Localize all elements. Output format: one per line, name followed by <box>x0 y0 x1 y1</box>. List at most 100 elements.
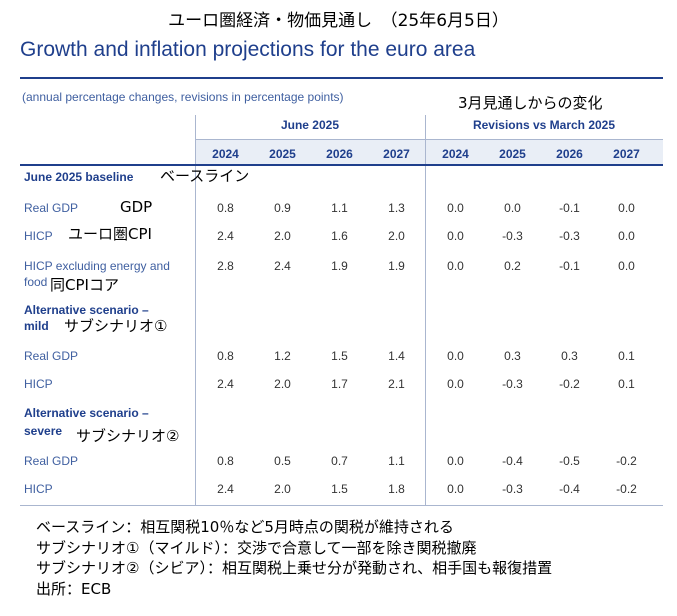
cell-june: 2.0 <box>388 229 405 243</box>
table-bottom-rule <box>20 505 663 506</box>
note-severe: サブシナリオ②（シビア）：相互関税上乗せ分が発動され、相手国も報復措置 <box>36 559 553 577</box>
revisions-group-header: Revisions vs March 2025 <box>472 118 616 132</box>
row-label: HICP <box>24 229 53 243</box>
row-label-jp: GDP <box>120 198 153 216</box>
group-header-rule <box>195 139 663 140</box>
table-row: Real GDP GDP 0.8 0.9 1.1 1.3 0.0 0.0 -0.… <box>0 198 677 216</box>
cell-june: 1.9 <box>331 259 348 273</box>
cell-revision: 0.2 <box>504 259 521 273</box>
cell-june: 0.9 <box>274 201 291 215</box>
year-header: 2027 <box>613 147 640 161</box>
june-group-header: June 2025 <box>280 118 340 132</box>
cell-june: 1.1 <box>331 201 348 215</box>
row-label: Real GDP <box>24 349 79 363</box>
section-title: Alternative scenario – <box>24 406 149 420</box>
section-title: June 2025 baseline <box>24 170 134 184</box>
cell-june: 2.4 <box>274 259 291 273</box>
cell-june: 2.1 <box>388 377 405 391</box>
cell-revision: 0.0 <box>447 482 464 496</box>
cell-june: 1.2 <box>274 349 291 363</box>
row-label: HICP excluding energy and <box>24 259 170 273</box>
cell-june: 1.7 <box>331 377 348 391</box>
cell-revision: -0.1 <box>559 201 580 215</box>
table-row: Real GDP 0.8 1.2 1.5 1.4 0.0 0.3 0.3 0.1 <box>0 348 677 364</box>
year-header: 2027 <box>383 147 410 161</box>
cell-june: 2.4 <box>217 482 234 496</box>
cell-revision: 0.1 <box>618 349 635 363</box>
cell-revision: -0.2 <box>616 482 637 496</box>
cell-revision: -0.5 <box>559 454 580 468</box>
cell-revision: -0.3 <box>559 229 580 243</box>
cell-revision: 0.0 <box>447 377 464 391</box>
cell-june: 2.0 <box>274 229 291 243</box>
row-label-jp: 同CPIコア <box>50 276 119 294</box>
cell-revision: 0.0 <box>447 259 464 273</box>
year-header: 2024 <box>212 147 239 161</box>
cell-revision: -0.1 <box>559 259 580 273</box>
table-row: Real GDP 0.8 0.5 0.7 1.1 0.0 -0.4 -0.5 -… <box>0 453 677 469</box>
cell-june: 2.8 <box>217 259 234 273</box>
year-header: 2026 <box>556 147 583 161</box>
year-header: 2025 <box>499 147 526 161</box>
cell-revision: 0.0 <box>447 349 464 363</box>
row-label: Real GDP <box>24 454 79 468</box>
cell-june: 0.7 <box>331 454 348 468</box>
cell-revision: 0.0 <box>618 229 635 243</box>
cell-revision: 0.0 <box>618 201 635 215</box>
revision-column-divider <box>425 115 426 505</box>
cell-revision: -0.3 <box>502 482 523 496</box>
section-title-jp: ベースライン <box>160 167 250 185</box>
year-header-band <box>195 140 663 164</box>
table-row: HICP excluding energy and 2.8 2.4 1.9 1.… <box>0 258 677 274</box>
note-source: 出所：ECB <box>36 579 112 598</box>
table-row: HICP 2.4 2.0 1.7 2.1 0.0 -0.3 -0.2 0.1 <box>0 376 677 392</box>
cell-revision: -0.4 <box>559 482 580 496</box>
year-header: 2024 <box>442 147 469 161</box>
section-title-continued: severe <box>24 424 63 438</box>
cell-june: 0.8 <box>217 454 234 468</box>
cell-revision: -0.2 <box>616 454 637 468</box>
section-title: Alternative scenario – <box>24 303 149 317</box>
cell-june: 1.4 <box>388 349 405 363</box>
cell-revision: -0.3 <box>502 229 523 243</box>
cell-june: 2.0 <box>274 377 291 391</box>
cell-june: 1.8 <box>388 482 405 496</box>
section-title-jp: サブシナリオ② <box>76 427 180 445</box>
cell-june: 1.5 <box>331 482 348 496</box>
cell-revision: 0.3 <box>504 349 521 363</box>
cell-june: 1.6 <box>331 229 348 243</box>
cell-revision: 0.0 <box>447 201 464 215</box>
jp-title: ユーロ圏経済・物価見通し （25年6月5日） <box>168 11 509 31</box>
table-subtitle: (annual percentage changes, revisions in… <box>22 90 344 104</box>
table-row: HICP 2.4 2.0 1.5 1.8 0.0 -0.3 -0.4 -0.2 <box>0 481 677 497</box>
cell-revision: 0.0 <box>504 201 521 215</box>
note-baseline: ベースライン：相互関税10％など5月時点の関税が維持される <box>36 518 454 536</box>
cell-revision: 0.0 <box>618 259 635 273</box>
table-row: HICP ユーロ圏CPI 2.4 2.0 1.6 2.0 0.0 -0.3 -0… <box>0 225 677 244</box>
row-label-continued: food <box>24 275 48 289</box>
cell-revision: -0.3 <box>502 377 523 391</box>
page-title: Growth and inflation projections for the… <box>20 38 476 61</box>
cell-revision: 0.3 <box>561 349 578 363</box>
notes: ベースライン：相互関税10％など5月時点の関税が維持される サブシナリオ①（マイ… <box>36 517 552 599</box>
cell-revision: -0.2 <box>559 377 580 391</box>
cell-revision: 0.0 <box>447 454 464 468</box>
row-label: HICP <box>24 377 53 391</box>
row-label: Real GDP <box>24 201 79 215</box>
cell-revision: 0.0 <box>447 229 464 243</box>
section-title-jp: サブシナリオ① <box>64 317 168 335</box>
cell-revision: 0.1 <box>618 377 635 391</box>
cell-june: 0.5 <box>274 454 291 468</box>
row-label-jp: ユーロ圏CPI <box>68 225 152 243</box>
revisions-note-jp: 3月見通しからの変化 <box>458 94 603 112</box>
year-header: 2026 <box>326 147 353 161</box>
title-rule <box>20 77 663 79</box>
cell-june: 1.1 <box>388 454 405 468</box>
cell-june: 1.5 <box>331 349 348 363</box>
cell-revision: -0.4 <box>502 454 523 468</box>
row-label: HICP <box>24 482 53 496</box>
cell-june: 0.8 <box>217 349 234 363</box>
cell-june: 2.4 <box>217 377 234 391</box>
cell-june: 1.9 <box>388 259 405 273</box>
cell-june: 1.3 <box>388 201 405 215</box>
